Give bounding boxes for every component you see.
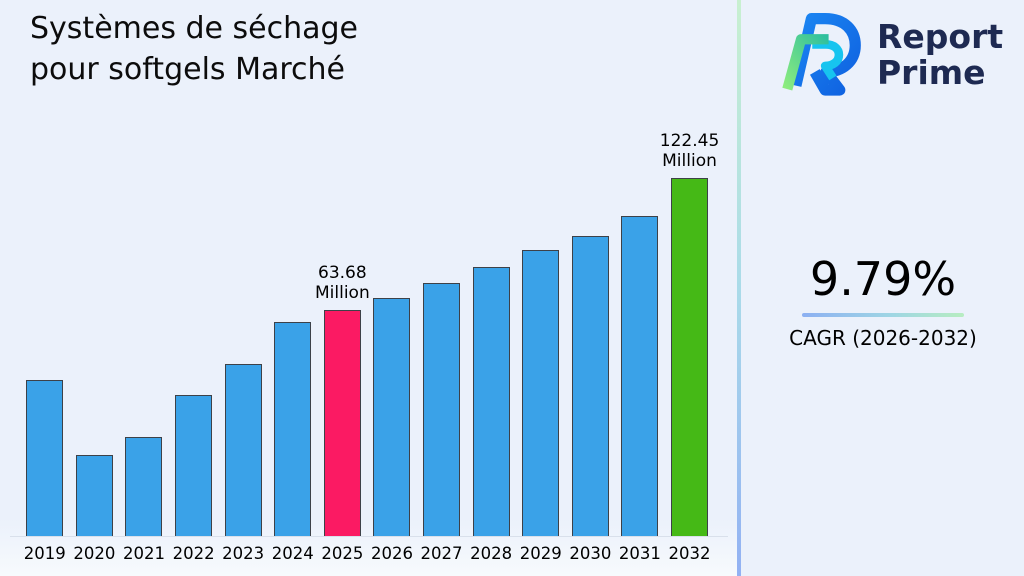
bar-2025 (323, 310, 361, 536)
bar-cell (417, 283, 467, 536)
bar-2019 (26, 380, 64, 536)
stats-panel: Report Prime 9.79% CAGR (2026-2032) (741, 0, 1024, 576)
bar-cell (70, 455, 120, 536)
bar-2029 (522, 250, 560, 536)
x-tick-2026: 2026 (370, 544, 413, 563)
x-tick-2021: 2021 (122, 544, 165, 563)
x-tick-2030: 2030 (569, 544, 612, 563)
x-axis-line (10, 536, 728, 537)
bar-2020 (75, 455, 113, 536)
bar-cell (367, 298, 417, 536)
cagr-underline (802, 313, 964, 317)
value-label-2032: 122.45 Million (660, 131, 719, 171)
report-prime-logo-text: Report Prime (877, 19, 1003, 90)
bar-cell (169, 395, 219, 536)
bar-cell (566, 236, 616, 536)
bar-2022 (175, 395, 213, 536)
logo-text-line1: Report (877, 17, 1004, 57)
value-label-number: 122.45 (659, 130, 720, 151)
bar-chart: 63.68 Million 122.45 Million (20, 131, 719, 536)
x-tick-2019: 2019 (23, 544, 66, 563)
report-prime-logo: Report Prime (777, 10, 1003, 100)
bar-2031 (621, 216, 659, 536)
bar-cell (466, 267, 516, 536)
value-label-unit: Million (314, 282, 370, 303)
x-tick-2022: 2022 (172, 544, 215, 563)
report-prime-logo-icon (777, 10, 863, 100)
cagr-value: 9.79% (809, 252, 957, 306)
bar-2024 (274, 322, 312, 536)
bar-cell: 122.45 Million (660, 131, 719, 536)
x-tick-2032: 2032 (668, 544, 711, 563)
bar-2032 (671, 178, 709, 536)
chart-title-line2: pour softgels Marché (30, 52, 345, 88)
panel-divider (737, 0, 741, 576)
bar-cell (615, 216, 665, 536)
bar-cell (119, 437, 169, 536)
bar-2027 (423, 283, 461, 536)
x-axis-labels: 2019 2020 2021 2022 2023 2024 2025 2026 2027 2028… (20, 544, 714, 563)
logo-text-line2: Prime (877, 53, 986, 92)
bar-2026 (373, 298, 411, 536)
bar-cell: 63.68 Million (315, 263, 370, 536)
bar-cell (20, 380, 70, 536)
value-label-number: 63.68 (318, 262, 367, 283)
bar-cell (218, 364, 268, 536)
cagr-label: CAGR (2026-2032) (789, 326, 977, 350)
cagr-block: 9.79% CAGR (2026-2032) (763, 252, 1003, 350)
x-tick-2031: 2031 (618, 544, 661, 563)
x-tick-2023: 2023 (222, 544, 265, 563)
bar-2023 (224, 364, 262, 536)
x-tick-2024: 2024 (271, 544, 314, 563)
value-label-2025: 63.68 Million (315, 263, 370, 303)
bar-2030 (571, 236, 609, 536)
chart-title-line1: Systèmes de séchage (30, 11, 359, 46)
chart-title: Systèmes de séchage pour softgels Marché (30, 8, 358, 91)
x-tick-2025: 2025 (321, 544, 364, 563)
x-tick-2020: 2020 (73, 544, 116, 563)
value-label-unit: Million (662, 150, 717, 171)
chart-panel: Systèmes de séchage pour softgels Marché… (0, 0, 738, 576)
bar-2028 (472, 267, 510, 536)
bar-2021 (125, 437, 163, 536)
bar-cell (516, 250, 566, 536)
bar-cell (268, 322, 318, 536)
x-tick-2029: 2029 (519, 544, 562, 563)
x-tick-2027: 2027 (420, 544, 463, 563)
x-tick-2028: 2028 (470, 544, 513, 563)
